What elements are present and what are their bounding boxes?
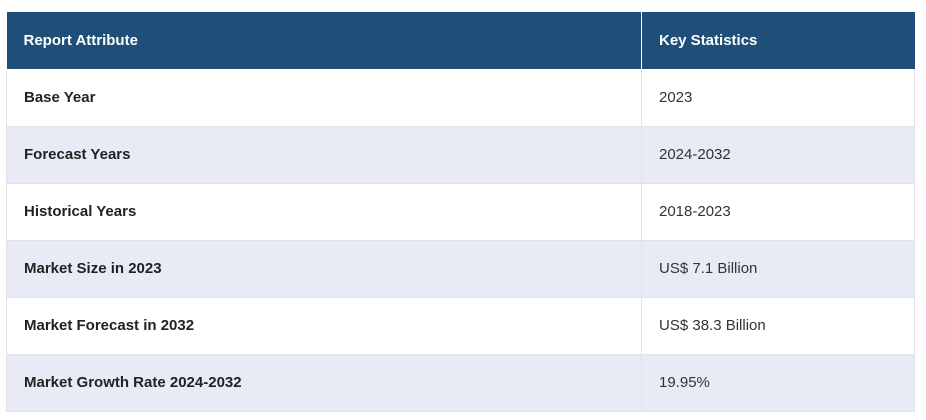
table-row: Market Size in 2023 US$ 7.1 Billion <box>6 240 915 298</box>
table-row: Forecast Years 2024-2032 <box>6 126 915 184</box>
report-statistics-table: Report Attribute Key Statistics Base Yea… <box>6 12 915 412</box>
attribute-cell: Forecast Years <box>6 126 642 184</box>
value-cell: 2018-2023 <box>641 183 915 241</box>
value-cell: 2024-2032 <box>641 126 915 184</box>
attribute-cell: Historical Years <box>6 183 642 241</box>
attribute-cell: Market Size in 2023 <box>6 240 642 298</box>
attribute-cell: Market Growth Rate 2024-2032 <box>6 354 642 412</box>
table-row: Base Year 2023 <box>6 69 915 127</box>
attribute-cell: Market Forecast in 2032 <box>6 297 642 355</box>
table-row: Historical Years 2018-2023 <box>6 183 915 241</box>
value-cell: US$ 38.3 Billion <box>641 297 915 355</box>
table-row: Market Growth Rate 2024-2032 19.95% <box>6 354 915 412</box>
report-table-container: Report Attribute Key Statistics Base Yea… <box>6 12 915 412</box>
header-key-statistics: Key Statistics <box>641 12 915 69</box>
value-cell: 19.95% <box>641 354 915 412</box>
value-cell: US$ 7.1 Billion <box>641 240 915 298</box>
header-report-attribute: Report Attribute <box>6 12 642 69</box>
table-row: Market Forecast in 2032 US$ 38.3 Billion <box>6 297 915 355</box>
value-cell: 2023 <box>641 69 915 127</box>
table-header-row: Report Attribute Key Statistics <box>6 12 915 69</box>
attribute-cell: Base Year <box>6 69 642 127</box>
